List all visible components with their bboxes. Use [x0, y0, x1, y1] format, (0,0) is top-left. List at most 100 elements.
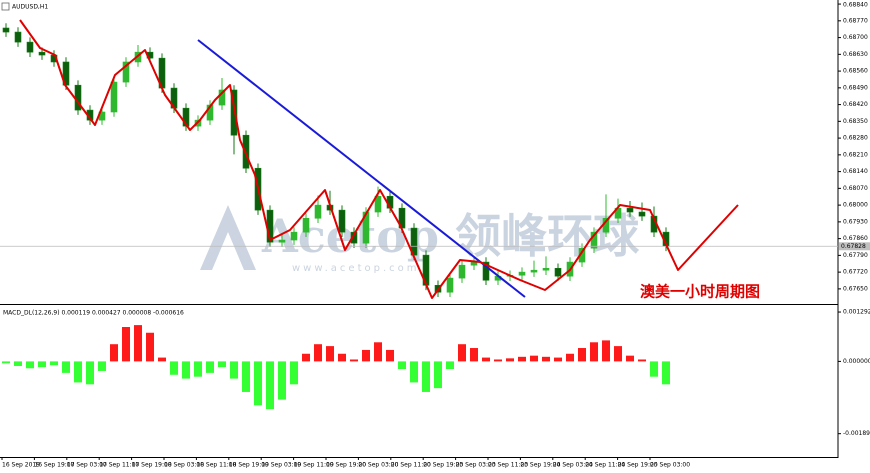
chart-title: AUDUSD,H1: [12, 4, 48, 11]
histogram-bar: [230, 361, 238, 379]
candle-body: [122, 61, 130, 83]
histogram-bar: [50, 361, 58, 366]
histogram-bar: [38, 361, 46, 368]
histogram-bar: [614, 346, 622, 362]
x-tick-label: 24 Sep 03:00: [553, 462, 593, 469]
histogram-bar: [458, 344, 466, 362]
x-tick-label: 23 Sep 11:00: [488, 462, 528, 469]
candle-body: [230, 89, 238, 136]
watermark: Acetop 领峰环球 www.acetop.com: [200, 205, 640, 274]
watermark-brand: Acetop 领峰环球: [261, 209, 640, 263]
histogram-bar: [242, 361, 250, 392]
candle-body: [482, 261, 490, 281]
histogram-bar: [266, 361, 274, 410]
histogram-bar: [410, 361, 418, 383]
histogram-bar: [74, 361, 82, 383]
candle-body: [38, 51, 46, 56]
candle-body: [2, 27, 10, 33]
candle-body: [182, 107, 190, 127]
histogram-bar: [362, 349, 370, 362]
histogram-bar: [638, 359, 646, 362]
y-tick-label: 0.68420: [843, 101, 868, 108]
x-tick-label: 17 Sep 11:00: [99, 462, 139, 469]
x-tick-label: 16 Sep 19:00: [34, 462, 74, 469]
histogram-bar: [602, 340, 610, 362]
y-tick-label: 0.68630: [843, 51, 868, 58]
histogram-bar: [254, 361, 262, 406]
candle-body: [626, 207, 634, 213]
histogram-bar: [662, 361, 670, 385]
histogram-bar: [374, 342, 382, 362]
candle-body: [542, 267, 550, 271]
histogram-bar: [554, 357, 562, 362]
x-tick-label: 18 Sep 19:00: [229, 462, 269, 469]
y-tick-label: 0.68140: [843, 168, 868, 175]
zigzag-line: [19, 19, 739, 299]
x-tick-label: 18 Sep 11:00: [196, 462, 236, 469]
macd-panel: 0.001292 0.000000 -0.001892 MACD_DL(12,26,9…: [1, 309, 870, 469]
main-panel: 0.68840 0.68770 0.68700 0.68630 0.68560 0.684…: [0, 2, 870, 298]
y-tick-label: 0.68070: [843, 185, 868, 192]
x-tick-label: 17 Sep 03:00: [67, 462, 107, 469]
y-tick-label: 0.68840: [843, 2, 868, 9]
candle-body: [530, 269, 538, 273]
histogram-bar: [146, 332, 154, 362]
histogram-bar: [170, 361, 178, 375]
candle-body: [302, 217, 310, 233]
candle-body: [26, 41, 34, 53]
x-tick-label: 24 Sep 19:00: [618, 462, 658, 469]
x-tick-label: 20 Sep 03:00: [358, 462, 398, 469]
candle-body: [554, 267, 562, 277]
x-tick-label: 18 Sep 03:00: [164, 462, 204, 469]
candle-body: [314, 204, 322, 219]
histogram-bar: [542, 356, 550, 362]
y-tick-label: 0.68210: [843, 151, 868, 158]
y-tick-label: 0.68700: [843, 34, 868, 41]
histogram-bar: [278, 361, 286, 400]
current-price-box: [839, 242, 870, 251]
candle-body: [338, 209, 346, 233]
y-tick-label: 0.68490: [843, 84, 868, 91]
x-tick-label: 19 Sep 11:00: [294, 462, 334, 469]
annotation: 澳美一小时周期图: [640, 283, 760, 301]
histogram-bar: [326, 346, 334, 362]
current-price-label: 0.67828: [841, 243, 866, 250]
histogram-bar: [338, 353, 346, 362]
histogram-bar: [470, 348, 478, 362]
histogram-bar: [650, 361, 658, 377]
histogram-bar: [158, 357, 166, 362]
histogram-bar: [98, 361, 106, 371]
candle-body: [218, 89, 226, 106]
x-tick-label: 16 Sep 2019: [2, 462, 40, 469]
symbol-icon: [1, 2, 10, 11]
histogram-bar: [494, 359, 502, 362]
histogram-bar: [134, 325, 142, 362]
candle-body: [446, 277, 454, 293]
histogram-bar: [626, 355, 634, 362]
histogram-bar: [26, 361, 34, 369]
histogram-bar: [386, 349, 394, 362]
y-tick-label: 0.68350: [843, 118, 868, 125]
watermark-logo: [200, 205, 256, 270]
histogram-bar: [2, 361, 10, 364]
histogram-bar: [578, 348, 586, 362]
candle-body: [290, 231, 298, 241]
candle-body: [14, 31, 22, 43]
y-tick-label: 0.000000: [843, 358, 870, 365]
x-tick-label: 24 Sep 11:00: [585, 462, 625, 469]
histogram-bar: [506, 358, 514, 362]
histogram-bar: [206, 361, 214, 373]
watermark-url: www.acetop.com: [292, 263, 420, 274]
y-tick-label: 0.001292: [843, 309, 870, 316]
histogram-bar: [110, 344, 118, 362]
candle-body: [374, 195, 382, 213]
y-tick-label: 0.68770: [843, 17, 868, 24]
histogram-bar: [590, 342, 598, 362]
y-tick-label: 0.68000: [843, 202, 868, 209]
trend-line: [197, 39, 526, 298]
x-tick-label: 20 Sep 11:00: [391, 462, 431, 469]
histogram-bar: [446, 361, 454, 370]
y-tick-label: 0.67790: [843, 252, 868, 259]
